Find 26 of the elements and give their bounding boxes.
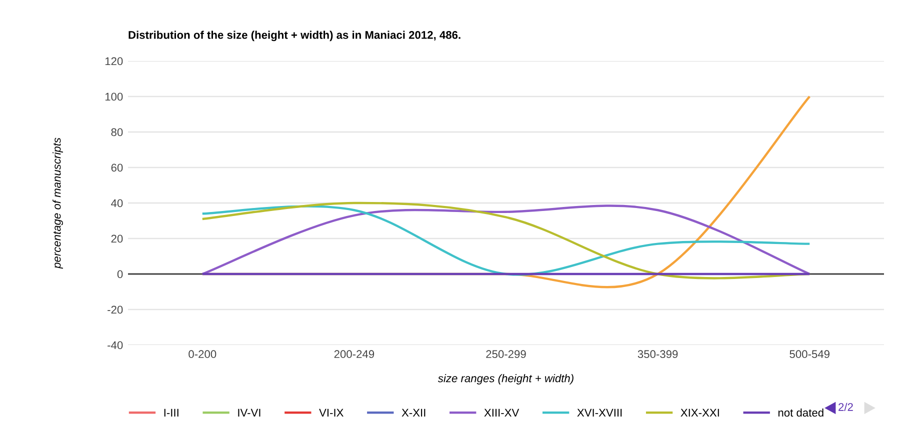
y-tick-label: -40 <box>108 341 123 350</box>
legend-label: X-XII <box>402 408 426 417</box>
y-tick-label: 40 <box>111 199 123 208</box>
legend-label: XIX-XXI <box>680 408 719 417</box>
x-tick-label: 250-299 <box>486 350 526 358</box>
x-tick-label: 200-249 <box>334 350 374 358</box>
y-axis-title: percentage of manuscripts <box>52 138 63 269</box>
legend-label: I-III <box>164 408 178 417</box>
text: 2/2 <box>838 402 853 411</box>
legend-label: not dated <box>778 408 824 417</box>
x-axis-title: size ranges (height + width) <box>438 374 574 384</box>
y-tick-label: -20 <box>108 306 123 314</box>
x-tick-label: 500-549 <box>790 350 830 358</box>
x-tick-label: 350-399 <box>638 350 678 358</box>
y-tick-label: 60 <box>111 164 123 172</box>
y-tick-label: 0 <box>117 270 123 278</box>
y-tick-label: 100 <box>105 92 123 101</box>
chart-title: Distribution of the size (height + width) as in Maniaci 2012, 486. <box>128 30 460 42</box>
legend-label: IV-VI <box>238 408 260 417</box>
legend-label: XVI-XVIII <box>577 408 622 417</box>
legend-label: VI-IX <box>319 408 344 417</box>
y-tick-label: 120 <box>105 57 123 66</box>
legend-label: XIII-XV <box>484 408 520 417</box>
x-tick-label: 0-200 <box>188 350 216 358</box>
y-tick-label: 20 <box>111 234 123 243</box>
y-tick-label: 80 <box>111 128 123 136</box>
